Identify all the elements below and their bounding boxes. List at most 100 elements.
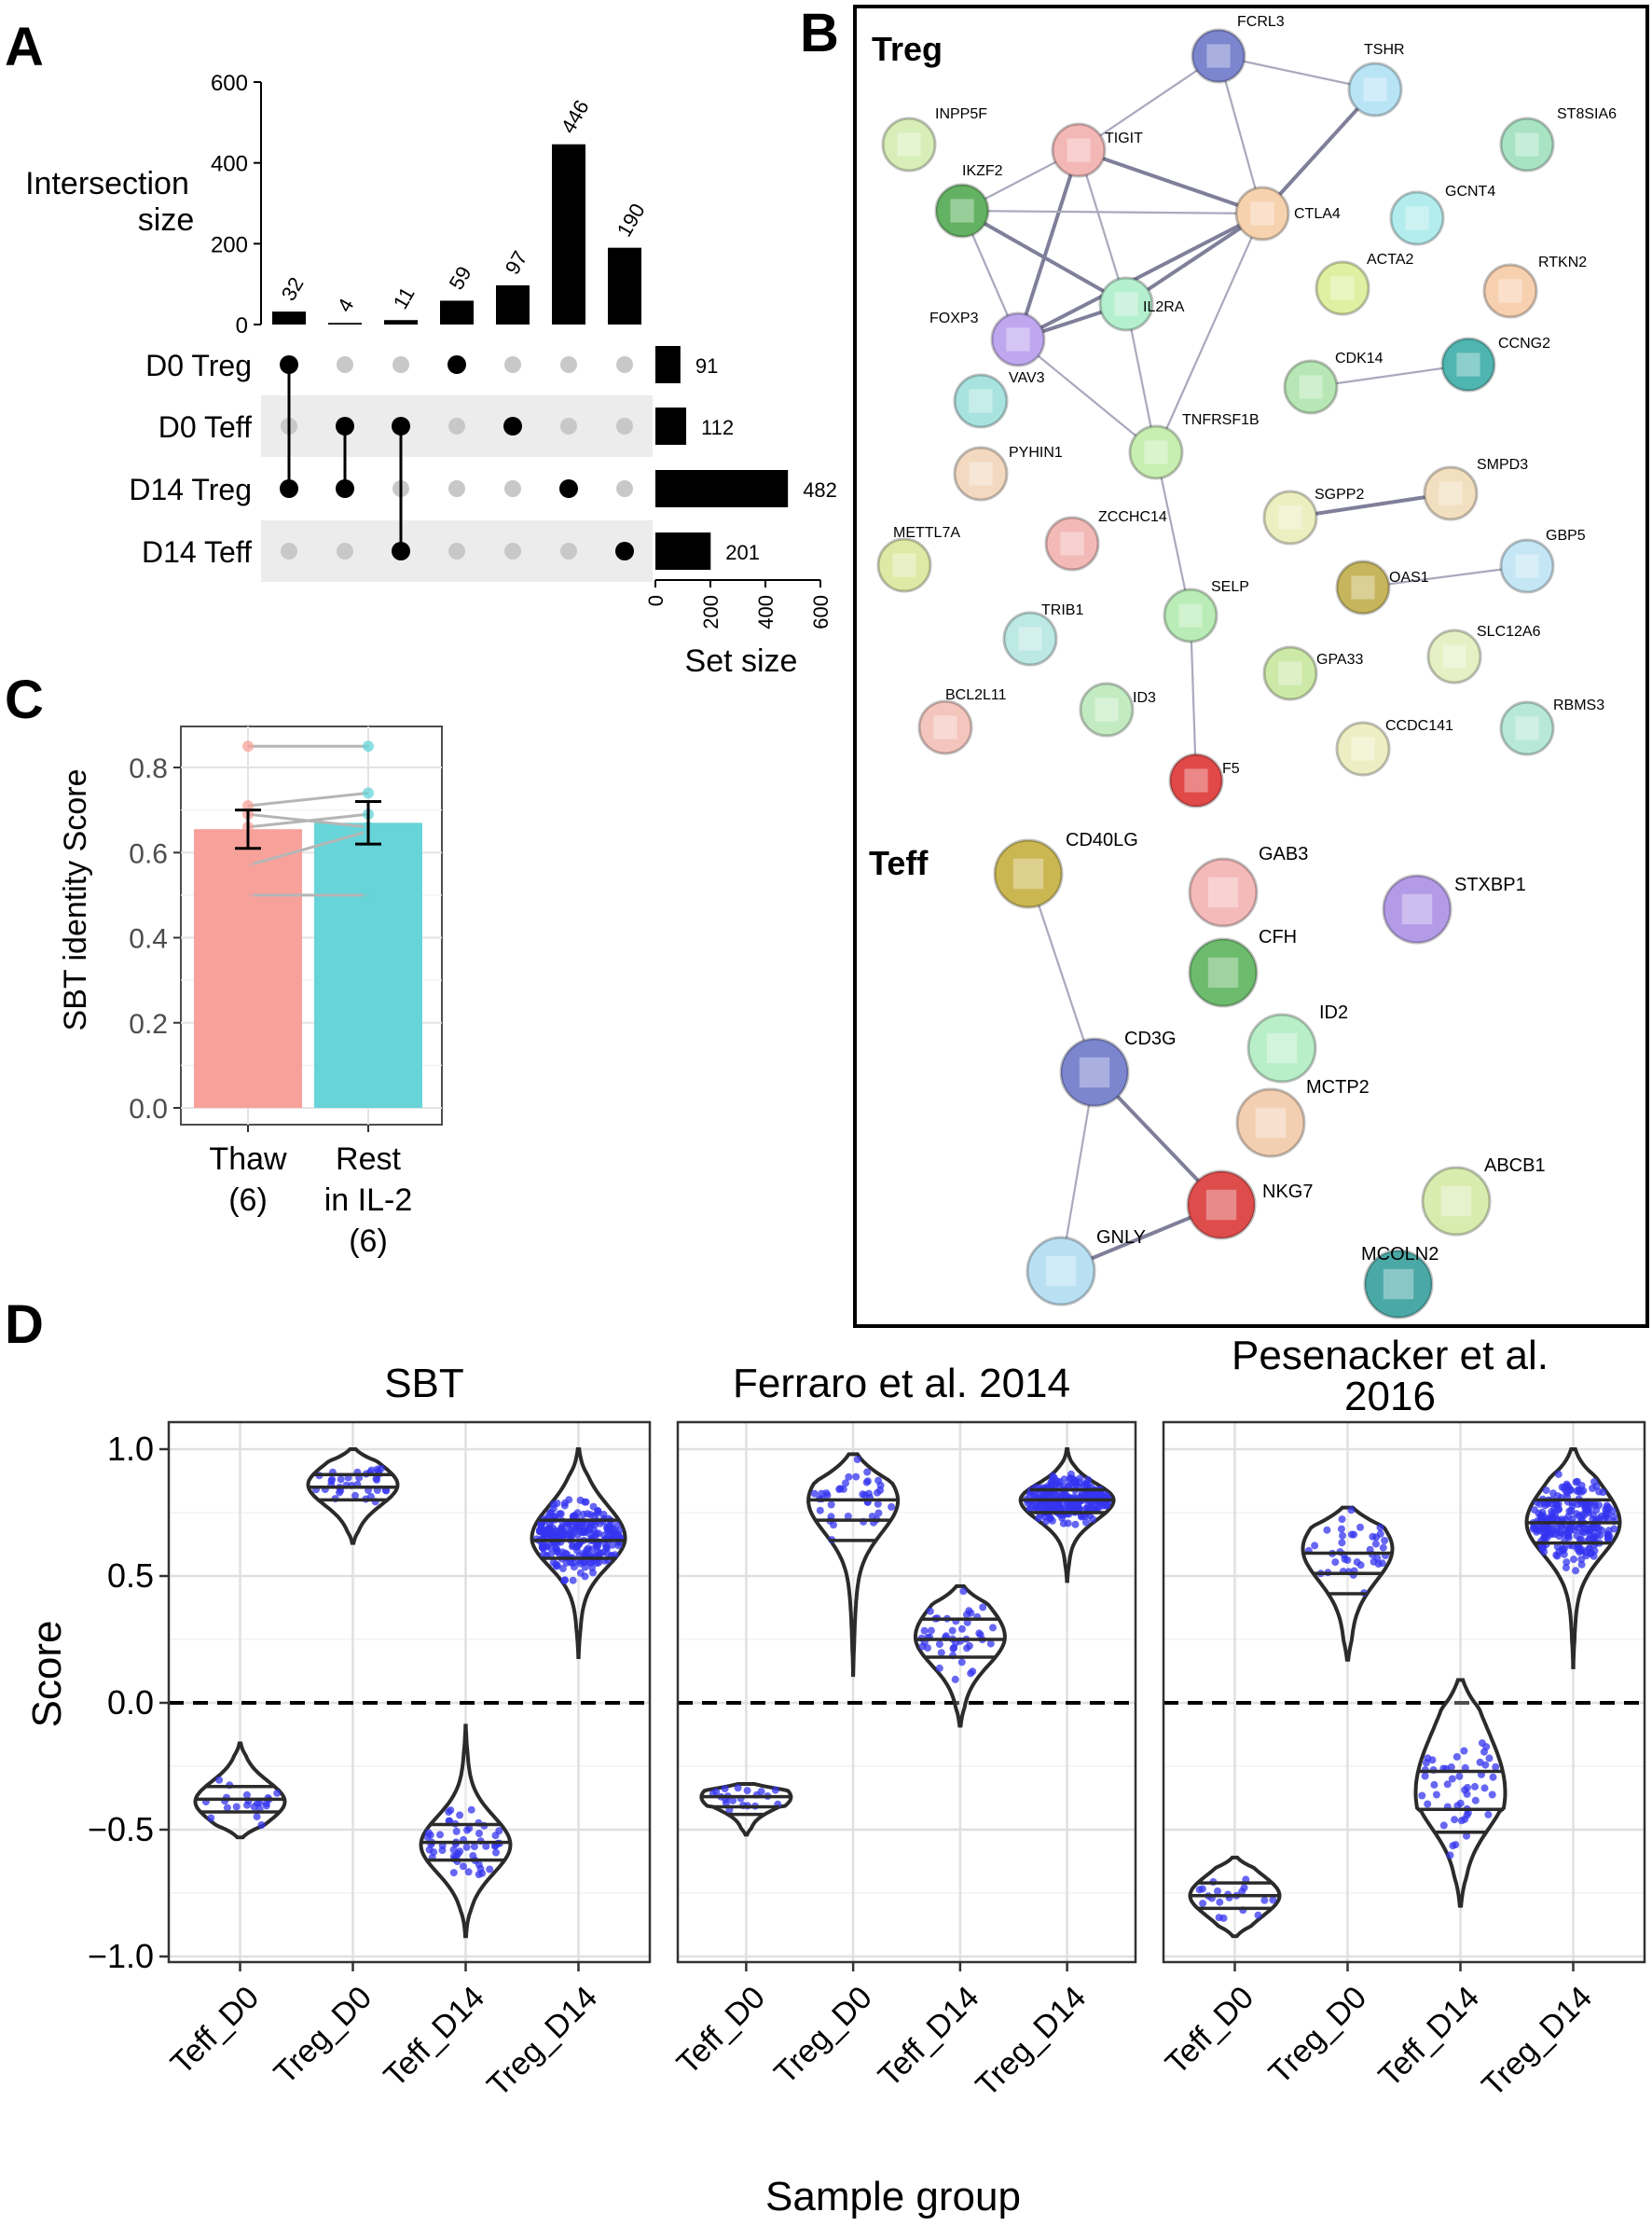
violin-point <box>965 1607 973 1615</box>
violin-point <box>1553 1542 1562 1551</box>
matrix-dot-inactive <box>504 356 521 373</box>
network-node: CDK14 <box>1283 351 1384 415</box>
violin-point <box>575 1541 583 1549</box>
violin-point <box>1567 1507 1576 1514</box>
network-node-circle <box>1002 611 1058 667</box>
network-node: GCNT4 <box>1389 184 1495 246</box>
network-node-label: ACTA2 <box>1367 252 1413 268</box>
violin-point <box>874 1488 881 1497</box>
network-node: GPA33 <box>1262 645 1364 701</box>
network-node: ACTA2 <box>1315 252 1413 316</box>
violin-point <box>569 1576 577 1584</box>
violin-point <box>556 1510 564 1518</box>
violin-point <box>577 1522 585 1530</box>
network-edge <box>961 209 1263 215</box>
network-node: ZCCHC14 <box>1044 509 1167 572</box>
network-node-structure <box>1299 375 1323 399</box>
network-node-label: TIGIT <box>1105 131 1143 146</box>
network-node: CCDC141 <box>1335 718 1453 777</box>
matrix-dot-inactive <box>560 418 577 435</box>
violin-point <box>558 1525 566 1533</box>
violin-panel-title: Ferraro et al. 2014 <box>733 1361 1070 1406</box>
set-name: D14 Treg <box>129 473 252 506</box>
violin-point <box>491 1832 500 1840</box>
violin-point <box>986 1639 995 1648</box>
violin-point <box>1078 1492 1085 1500</box>
violin-point <box>1379 1543 1387 1552</box>
network-node-structure <box>969 389 993 413</box>
violin-point <box>573 1546 581 1555</box>
violin-point <box>924 1644 931 1652</box>
violin-point <box>1456 1799 1465 1807</box>
network-node-circle <box>1188 857 1259 928</box>
violin-point <box>1341 1555 1349 1563</box>
violin-panel-border <box>676 1420 1137 1964</box>
network-node-label: GBP5 <box>1546 528 1586 544</box>
violin-point <box>853 1456 861 1463</box>
violin-xtick-label: Teff_D14 <box>377 1980 491 2095</box>
set-size-bar <box>655 532 711 570</box>
intersection-ytick-label: 200 <box>211 232 248 257</box>
violin-point <box>1356 1561 1365 1569</box>
network-node-structure <box>950 199 974 223</box>
violin-point <box>1338 1515 1346 1524</box>
set-size-label: 112 <box>701 416 734 439</box>
network-node-label: METTL7A <box>893 525 960 541</box>
network-node-structure <box>1456 353 1480 377</box>
network-node: ABCB1 <box>1421 1155 1546 1237</box>
violin-point <box>571 1525 580 1533</box>
network-node: ID3 <box>1079 682 1156 738</box>
network-edge <box>1218 54 1376 91</box>
violin-point <box>1347 1506 1356 1514</box>
violin-point <box>207 1814 215 1822</box>
violin-point <box>1471 1796 1480 1804</box>
violin-point <box>1371 1540 1380 1548</box>
network-node-structure <box>1383 1268 1414 1300</box>
violin-point <box>546 1551 555 1559</box>
violin-point <box>463 1826 471 1834</box>
violin-point <box>1460 1747 1468 1755</box>
violin-point <box>935 1640 943 1649</box>
violin-point <box>1560 1550 1568 1558</box>
network-node-label: CTLA4 <box>1294 206 1341 222</box>
identity-xtick-label: Rest <box>336 1141 401 1177</box>
violin-point <box>1534 1526 1542 1534</box>
paired-point <box>242 859 254 871</box>
panel-label-d: D <box>5 1294 44 1355</box>
matrix-dot-active <box>392 542 410 560</box>
network-node: CD3G <box>1059 1029 1177 1108</box>
network-node: TIGIT <box>1051 122 1143 178</box>
violin-point <box>586 1511 595 1519</box>
violin-point <box>1575 1487 1583 1496</box>
identity-ytick-label: 0.4 <box>129 924 168 955</box>
identity-ylabel: SBT identity Score <box>58 769 93 1031</box>
network-node-circle <box>917 699 973 755</box>
violin-point <box>1455 1772 1464 1780</box>
violin-point <box>1424 1800 1432 1808</box>
network-node-circle <box>953 373 1009 429</box>
violin-point <box>449 1869 458 1877</box>
network-frame <box>853 5 1649 1328</box>
network-edge <box>1017 212 1263 341</box>
violin-point <box>1548 1514 1556 1522</box>
network-edge <box>1217 55 1264 214</box>
violin-point <box>1610 1513 1618 1521</box>
network-node: CCNG2 <box>1440 336 1550 393</box>
violin-ytick-label: −1.0 <box>88 1937 154 1975</box>
violin-point <box>1572 1567 1580 1575</box>
violin-point <box>1254 1911 1262 1919</box>
violin-point <box>328 1475 337 1484</box>
violin-point <box>852 1472 860 1481</box>
set-size-bar <box>655 346 681 383</box>
violin-point <box>1540 1548 1549 1556</box>
network-node-structure <box>1401 893 1433 925</box>
violin-point <box>1570 1555 1577 1564</box>
violin-point <box>447 1806 455 1815</box>
violin-ytick-label: 0.5 <box>107 1556 154 1595</box>
violin-point <box>975 1629 984 1638</box>
violin-point <box>1554 1470 1563 1478</box>
matrix-dot-inactive <box>448 480 465 497</box>
violin-point <box>874 1500 882 1508</box>
network-node-circle <box>1423 465 1479 521</box>
violin-point <box>1214 1887 1221 1895</box>
